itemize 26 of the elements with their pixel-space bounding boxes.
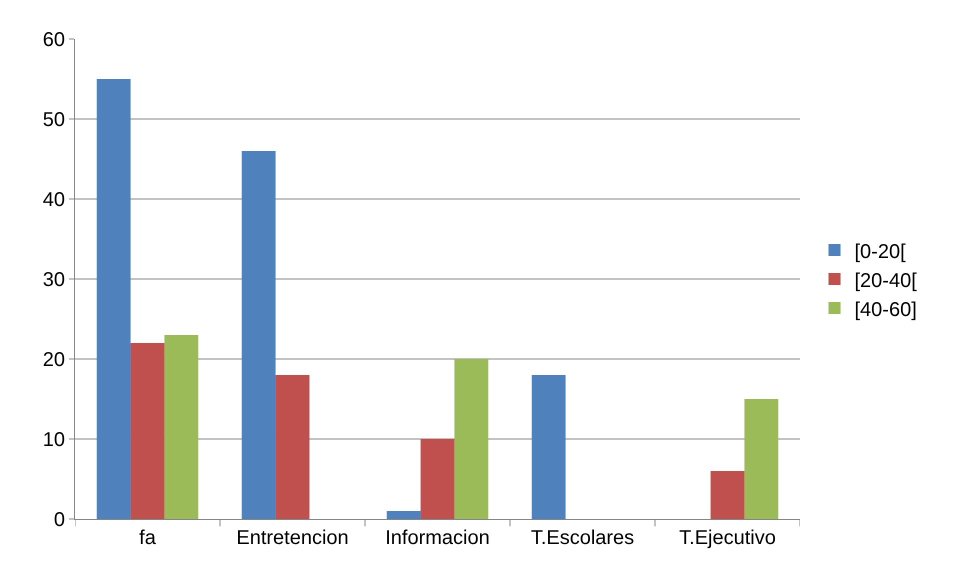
y-tick-label: 20 <box>42 349 65 371</box>
bar <box>242 151 276 519</box>
bar <box>744 399 778 519</box>
bar <box>532 375 566 519</box>
bar <box>276 375 310 519</box>
bar <box>710 471 744 519</box>
bar <box>420 439 454 519</box>
y-tick-label: 10 <box>42 429 65 451</box>
y-tick-label: 60 <box>42 29 65 51</box>
bar <box>164 335 198 519</box>
x-tick-label: T.Escolares <box>530 527 634 549</box>
bar <box>454 359 488 519</box>
y-tick-label: 30 <box>42 269 65 291</box>
bar <box>130 343 164 519</box>
legend-label: [0-20[ <box>854 240 906 263</box>
bar <box>96 79 131 519</box>
legend-label: [20-40[ <box>854 270 918 292</box>
legend-label: [40-60] <box>854 298 917 321</box>
bar <box>386 511 421 519</box>
x-tick-label: Informacion <box>385 527 490 549</box>
x-tick-label: T.Ejecutivo <box>679 527 776 549</box>
x-tick-label: fa <box>139 527 157 549</box>
y-tick-label: 40 <box>42 189 65 211</box>
x-tick-label: Entretencion <box>236 527 349 549</box>
y-tick-label: 50 <box>42 109 65 131</box>
y-tick-label: 0 <box>54 509 65 531</box>
